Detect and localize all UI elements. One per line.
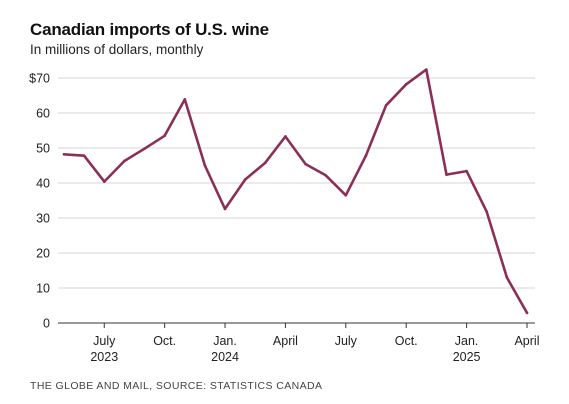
data-point — [82, 154, 86, 157]
chart-subtitle: In millions of dollars, monthly — [30, 42, 204, 57]
data-point — [304, 162, 307, 166]
y-tick-label: $70 — [29, 72, 50, 86]
data-point — [505, 276, 509, 279]
data-point — [465, 169, 468, 173]
data-point — [163, 134, 166, 138]
data-point — [404, 83, 408, 86]
x-axis: July 2023 Oct. Jan. 2024 April July Oct. Jan. 202… — [58, 322, 539, 364]
x-year-label: 2024 — [211, 350, 239, 364]
x-tick-label: Jan. — [455, 334, 479, 348]
data-point — [445, 173, 448, 176]
y-tick-label: 50 — [36, 142, 50, 156]
y-axis-ticks: 0 10 20 30 40 50 60 $70 — [29, 72, 50, 331]
data-point — [243, 178, 247, 181]
series-layer — [62, 68, 529, 315]
x-year-label: 2023 — [90, 350, 118, 364]
x-tick-label: April — [273, 334, 298, 348]
y-tick-label: 10 — [36, 282, 50, 296]
y-tick-label: 0 — [43, 317, 50, 331]
data-point — [284, 135, 287, 138]
data-point — [485, 210, 489, 213]
y-tick-label: 20 — [36, 247, 50, 261]
data-point — [102, 180, 106, 183]
data-point — [384, 104, 388, 107]
y-tick-label: 30 — [36, 212, 50, 226]
data-point — [344, 193, 348, 197]
gridlines — [58, 77, 535, 289]
x-tick-label: April — [514, 334, 539, 348]
chart-title: Canadian imports of U.S. wine — [30, 20, 269, 39]
data-point — [123, 159, 126, 163]
x-tick-label: Oct. — [153, 334, 176, 348]
source-credit: THE GLOBE AND MAIL, SOURCE: STATISTICS C… — [30, 380, 323, 392]
x-tick-label: Oct. — [395, 334, 418, 348]
x-tick-label: Jan. — [213, 334, 237, 348]
y-tick-label: 40 — [36, 177, 50, 191]
x-tick-label: July — [335, 334, 358, 348]
data-point — [525, 311, 529, 315]
data-point — [324, 174, 327, 177]
data-point — [425, 68, 428, 71]
data-point — [203, 164, 207, 167]
series-line — [62, 68, 529, 315]
data-point — [183, 98, 187, 101]
x-year-label: 2025 — [453, 350, 481, 364]
data-point — [143, 147, 146, 150]
y-tick-label: 60 — [36, 107, 50, 121]
data-point — [62, 153, 66, 156]
data-point — [223, 207, 227, 211]
data-point — [264, 161, 267, 164]
x-tick-label: July — [93, 334, 116, 348]
data-point — [364, 154, 368, 157]
